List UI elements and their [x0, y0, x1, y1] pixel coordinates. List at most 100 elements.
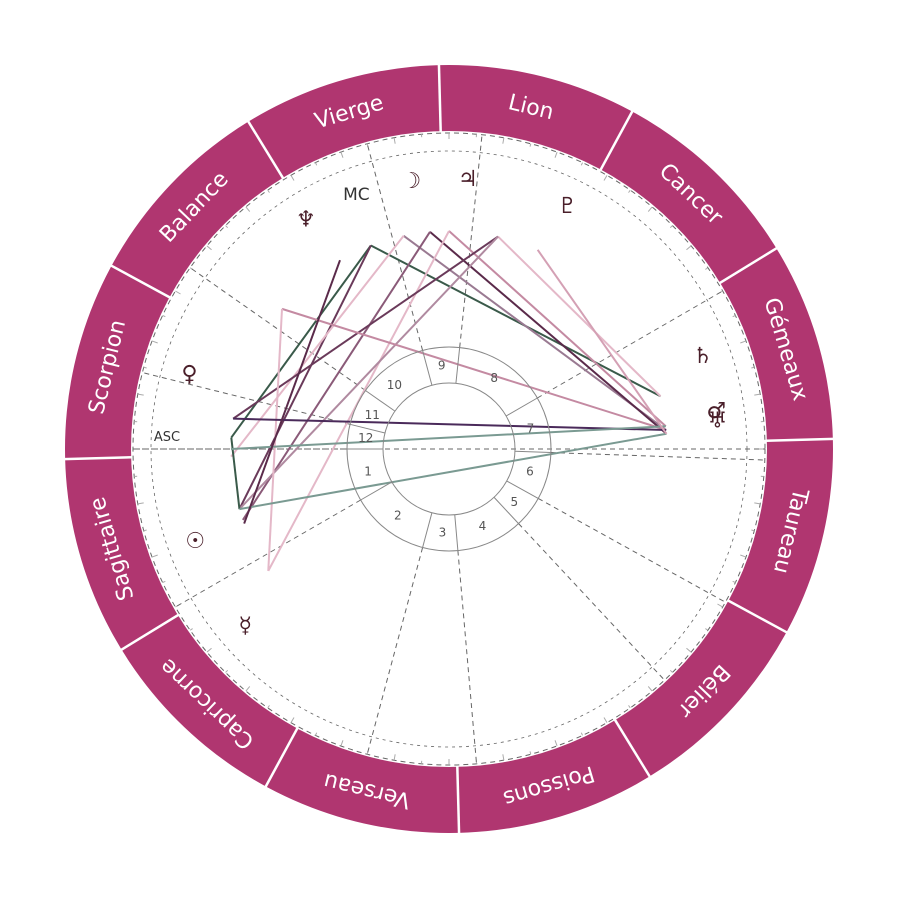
degree-tick — [206, 647, 212, 653]
aspect-line — [230, 425, 666, 450]
aspect-line — [429, 231, 668, 435]
house-number: 7 — [527, 422, 535, 436]
house-number: 5 — [510, 495, 518, 509]
degree-tick — [732, 580, 736, 584]
degree-tick — [206, 245, 212, 251]
house-divider — [514, 450, 551, 454]
venus-icon: ♀ — [181, 362, 197, 387]
degree-tick — [705, 628, 709, 631]
house-number: 2 — [394, 509, 402, 523]
jupiter-icon: ♃ — [458, 167, 478, 192]
aspect-line — [232, 235, 499, 420]
aspect-line — [497, 235, 662, 397]
aspect-line — [230, 235, 405, 458]
house-cusp-line — [457, 550, 478, 764]
sign-divider — [718, 246, 778, 285]
aspect-line — [238, 235, 499, 510]
house-divider — [422, 512, 433, 548]
mercury-icon: ☿ — [238, 614, 252, 639]
house-cusp-line — [537, 498, 726, 603]
aspect-line — [230, 244, 372, 439]
degree-tick — [686, 245, 692, 251]
degree-tick — [740, 340, 747, 344]
house-cusp-line — [518, 523, 665, 681]
sign-divider — [613, 718, 652, 778]
sign-divider — [726, 599, 788, 634]
house-number: 4 — [479, 519, 487, 533]
house-divider — [506, 480, 539, 499]
aspect-line — [536, 249, 668, 435]
sign-divider — [110, 264, 172, 299]
zodiac-ring — [64, 64, 834, 834]
house-divider — [505, 397, 538, 417]
degree-tick — [647, 686, 653, 692]
degree-tick — [754, 502, 761, 505]
degree-tick — [225, 225, 229, 229]
degree-tick — [502, 754, 505, 761]
degree-tick — [225, 669, 229, 673]
angle-labels: ASC MC — [154, 185, 370, 445]
house-divider — [349, 423, 386, 434]
degree-tick — [340, 151, 344, 158]
aspect-line — [238, 245, 372, 510]
sign-divider — [120, 613, 180, 652]
degree-tick — [151, 554, 158, 558]
house-number: 12 — [358, 431, 373, 445]
aspect-line — [403, 234, 667, 431]
degree-tick — [340, 740, 344, 747]
aspect-line — [281, 307, 667, 431]
house-number: 6 — [526, 464, 534, 478]
degree-tick — [267, 705, 270, 709]
sign-divider — [599, 110, 634, 172]
degree-tick — [189, 628, 193, 631]
aspect-line — [233, 417, 667, 431]
sign-divider — [437, 64, 442, 133]
degree-tick — [137, 502, 144, 505]
degree-tick — [686, 647, 692, 653]
mars-icon: ♂ — [707, 399, 727, 424]
degree-tick — [314, 162, 318, 166]
aspect-line — [370, 244, 661, 398]
house-number: 8 — [490, 371, 498, 385]
pluto-icon: ♇ — [557, 194, 577, 219]
house-divider — [454, 514, 459, 551]
aspect-line — [243, 259, 341, 524]
house-number: 11 — [365, 408, 380, 422]
house-number: 3 — [439, 526, 447, 540]
degree-tick — [314, 732, 318, 736]
house-divider — [365, 390, 396, 412]
degree-tick — [554, 740, 558, 747]
degree-tick — [751, 366, 755, 369]
degree-tick — [393, 754, 396, 761]
degree-tick — [669, 225, 673, 229]
degree-tick — [143, 529, 147, 532]
degree-tick — [529, 143, 532, 147]
sign-labels: Vierge LionCancerGémeauxTaureauBélierPois… — [84, 90, 812, 813]
degree-tick — [175, 290, 181, 295]
degree-tick — [732, 314, 736, 318]
degree-tick — [502, 137, 505, 144]
house-divider — [493, 496, 519, 524]
degree-tick — [151, 340, 158, 344]
degree-tick — [529, 751, 532, 755]
degree-tick — [754, 393, 761, 396]
degree-tick — [162, 314, 166, 318]
sign-divider — [456, 765, 461, 834]
house-number: 9 — [438, 358, 446, 372]
degree-tick — [647, 206, 653, 212]
degree-tick — [143, 366, 147, 369]
degree-tick — [740, 554, 747, 558]
moon-icon: ☽ — [402, 169, 422, 194]
mc-label: MC — [343, 185, 370, 205]
degree-tick — [580, 162, 584, 166]
degree-tick — [137, 393, 144, 396]
degree-tick — [290, 175, 295, 181]
degree-tick — [162, 580, 166, 584]
saturn-icon: ♄ — [693, 344, 713, 369]
uranus-icon: ♅ — [708, 408, 728, 433]
house-divider — [360, 481, 393, 501]
degree-tick — [245, 686, 251, 692]
neptune-icon: ♆ — [296, 208, 316, 233]
degree-tick — [628, 705, 631, 709]
